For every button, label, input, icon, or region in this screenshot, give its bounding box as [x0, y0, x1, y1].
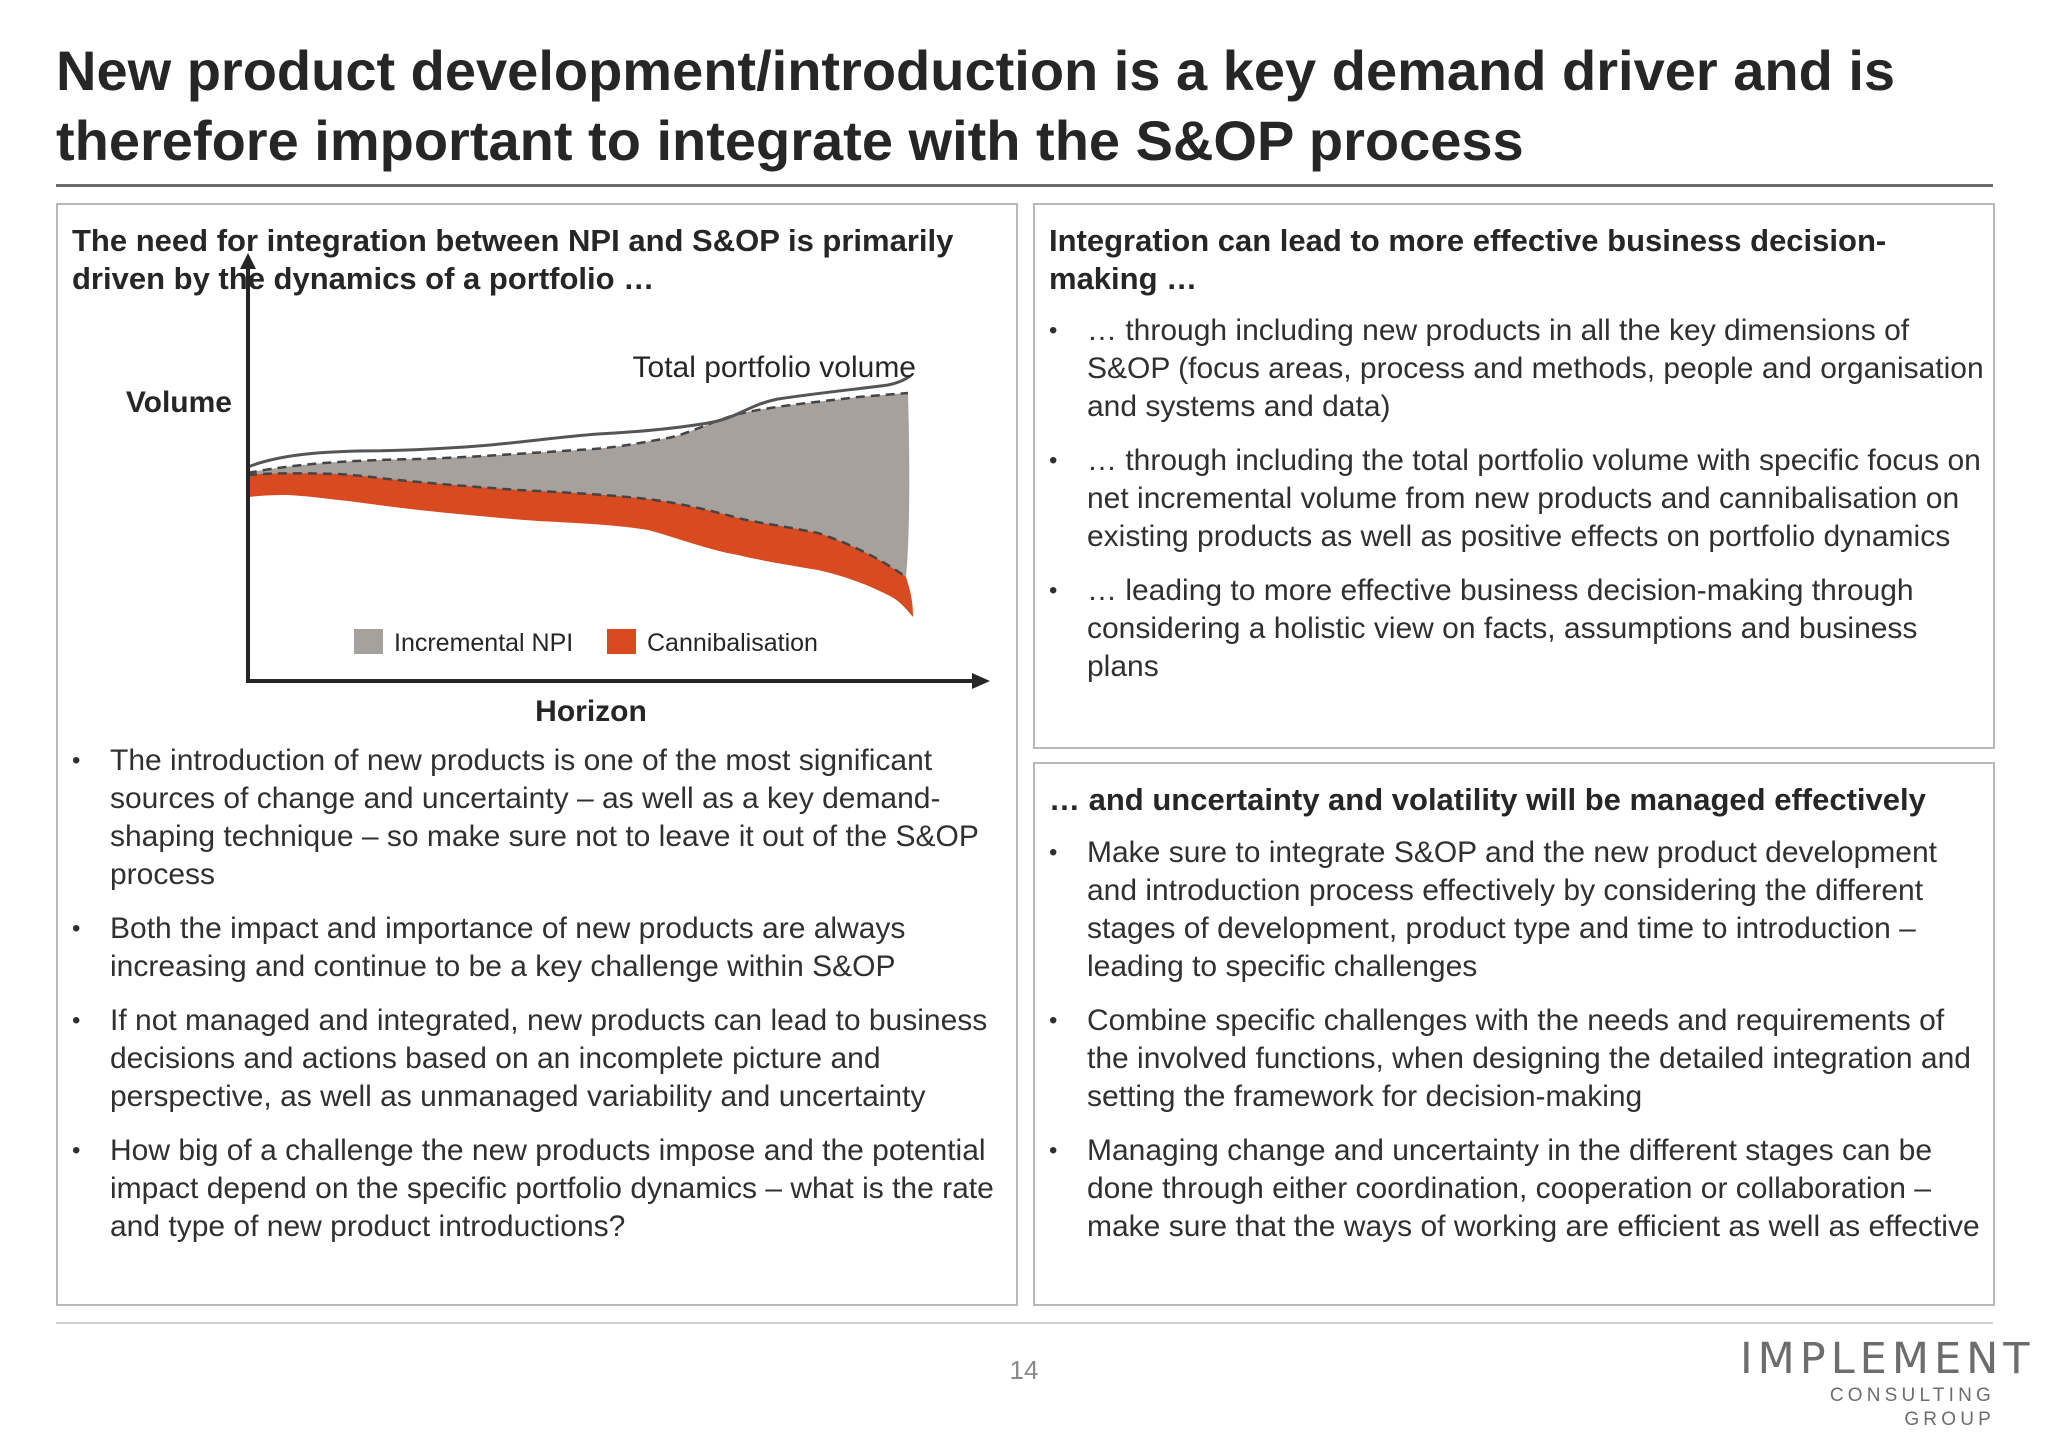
list-item: Make sure to integrate S&OP and the new … — [1049, 834, 1984, 986]
y-axis-label: Volume — [126, 386, 232, 419]
chart-svg: Volume Horizon Total portfolio volume In… — [126, 253, 990, 728]
legend-swatch-cannibalisation — [607, 629, 636, 654]
x-axis-arrow — [972, 673, 990, 689]
right-top-bullet-list: … through including new products in all … — [1049, 312, 1984, 686]
base-volume-dashed-line — [247, 472, 907, 579]
incremental-npi-area — [248, 393, 910, 577]
list-item: If not managed and integrated, new produ… — [72, 1002, 1002, 1116]
list-item: Both the impact and importance of new pr… — [72, 910, 1002, 986]
npi-upper-dashed-line — [247, 391, 909, 475]
list-item: The introduction of new products is one … — [72, 742, 1002, 894]
legend-label-incremental-npi: Incremental NPI — [394, 629, 573, 657]
total-volume-annotation: Total portfolio volume — [633, 351, 916, 384]
logo-wordmark: IMPLEMENT — [1740, 1334, 2035, 1384]
portfolio-dynamics-panel: The need for integration between NPI and… — [56, 203, 1018, 1306]
title-divider — [56, 184, 1993, 187]
page-number: 14 — [1009, 1355, 1039, 1385]
total-portfolio-volume-line — [247, 374, 911, 469]
footer-divider — [56, 1322, 1993, 1324]
uncertainty-panel: … and uncertainty and volatility will be… — [1033, 762, 1995, 1306]
list-item: … leading to more effective business dec… — [1049, 572, 1984, 686]
list-item: … through including new products in all … — [1049, 312, 1984, 426]
list-item: … through including the total portfolio … — [1049, 442, 1984, 556]
left-panel-heading: The need for integration between NPI and… — [72, 223, 954, 296]
right-top-heading: Integration can lead to more effective b… — [1049, 223, 1887, 296]
x-axis-label: Horizon — [535, 695, 647, 728]
logo-tagline: CONSULTING GROUP — [1829, 1385, 1995, 1430]
legend-swatch-incremental-npi — [354, 629, 383, 654]
cannibalisation-area — [248, 473, 913, 617]
list-item: Combine specific challenges with the nee… — [1049, 1002, 1984, 1116]
legend-label-cannibalisation: Cannibalisation — [647, 629, 818, 657]
list-item: Managing change and uncertainty in the d… — [1049, 1132, 1984, 1246]
left-bullet-list: The introduction of new products is one … — [72, 742, 1002, 1246]
portfolio-volume-chart: Volume Horizon Total portfolio volume In… — [58, 205, 1016, 735]
y-axis-arrow — [240, 253, 256, 269]
company-logo: IMPLEMENT CONSULTING GROUP — [1740, 1334, 2035, 1432]
decision-making-panel: Integration can lead to more effective b… — [1033, 203, 1995, 749]
right-bottom-heading: … and uncertainty and volatility will be… — [1049, 782, 1926, 817]
right-bottom-bullet-list: Make sure to integrate S&OP and the new … — [1049, 834, 1984, 1246]
page-title: New product development/introduction is … — [56, 39, 1896, 172]
list-item: How big of a challenge the new products … — [72, 1132, 1002, 1246]
